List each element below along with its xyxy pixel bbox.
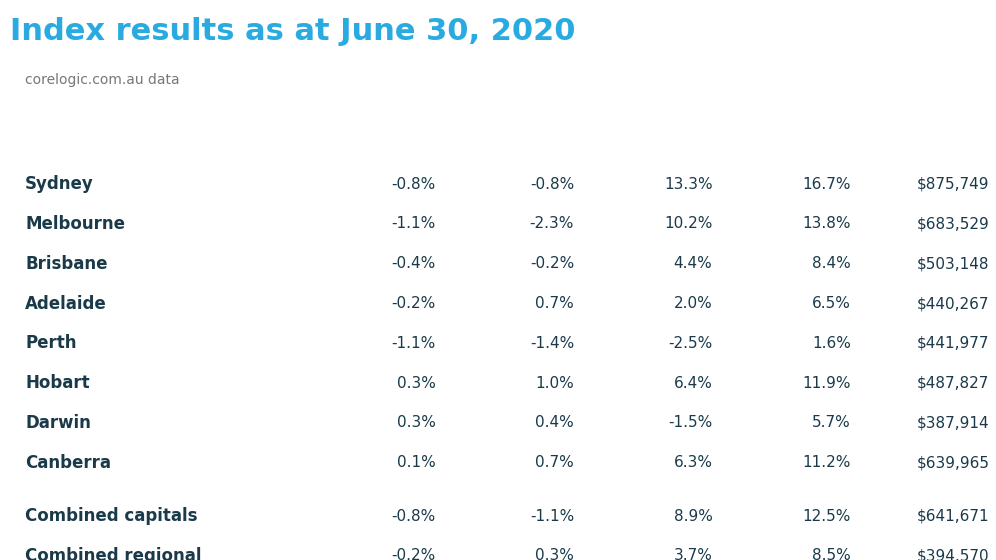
Text: -0.8%: -0.8% <box>530 177 574 192</box>
Text: $394,570: $394,570 <box>916 548 989 560</box>
Text: -1.1%: -1.1% <box>391 336 435 351</box>
Text: $641,671: $641,671 <box>916 508 989 524</box>
Text: 16.7%: 16.7% <box>803 177 851 192</box>
Text: Canberra: Canberra <box>25 454 112 472</box>
Text: 5.7%: 5.7% <box>812 416 851 430</box>
Text: Change in dwelling values: Change in dwelling values <box>528 96 792 114</box>
Text: Darwin: Darwin <box>25 414 91 432</box>
Text: 6.4%: 6.4% <box>673 376 712 390</box>
Text: corelogic.com.au data: corelogic.com.au data <box>25 73 179 87</box>
Text: $503,148: $503,148 <box>917 256 989 271</box>
Text: 8.9%: 8.9% <box>673 508 712 524</box>
Text: 0.3%: 0.3% <box>396 416 435 430</box>
Text: 13.3%: 13.3% <box>663 177 712 192</box>
Text: 0.1%: 0.1% <box>396 455 435 470</box>
Text: -1.4%: -1.4% <box>530 336 574 351</box>
Text: 6.5%: 6.5% <box>812 296 851 311</box>
Text: $875,749: $875,749 <box>917 177 989 192</box>
Text: Perth: Perth <box>25 334 77 352</box>
Text: Annual: Annual <box>629 135 690 150</box>
Text: 10.2%: 10.2% <box>664 217 712 231</box>
Text: -0.4%: -0.4% <box>391 256 435 271</box>
Text: Melbourne: Melbourne <box>25 215 125 233</box>
Text: Sydney: Sydney <box>25 175 94 193</box>
Text: Quarter: Quarter <box>488 135 555 150</box>
Text: 12.5%: 12.5% <box>803 508 851 524</box>
Text: -1.1%: -1.1% <box>391 217 435 231</box>
Text: 0.7%: 0.7% <box>535 296 574 311</box>
Text: Index results as at June 30, 2020: Index results as at June 30, 2020 <box>10 17 576 46</box>
Text: $639,965: $639,965 <box>916 455 989 470</box>
Text: 0.3%: 0.3% <box>396 376 435 390</box>
Text: $487,827: $487,827 <box>917 376 989 390</box>
Text: 8.5%: 8.5% <box>812 548 851 560</box>
Text: 8.4%: 8.4% <box>812 256 851 271</box>
Text: Month: Month <box>356 135 410 150</box>
Text: 11.2%: 11.2% <box>803 455 851 470</box>
Text: $387,914: $387,914 <box>916 416 989 430</box>
Text: Brisbane: Brisbane <box>25 255 108 273</box>
Text: -0.8%: -0.8% <box>391 508 435 524</box>
Text: 13.8%: 13.8% <box>803 217 851 231</box>
Text: -2.3%: -2.3% <box>530 217 574 231</box>
Text: $683,529: $683,529 <box>916 217 989 231</box>
Text: 0.4%: 0.4% <box>535 416 574 430</box>
Text: Hobart: Hobart <box>25 374 90 392</box>
Text: Combined capitals: Combined capitals <box>25 507 197 525</box>
Text: Combined regional: Combined regional <box>25 547 201 560</box>
Text: -0.2%: -0.2% <box>530 256 574 271</box>
Text: 1.6%: 1.6% <box>812 336 851 351</box>
Text: 11.9%: 11.9% <box>803 376 851 390</box>
Text: -2.5%: -2.5% <box>668 336 712 351</box>
Text: 4.4%: 4.4% <box>673 256 712 271</box>
Text: Adelaide: Adelaide <box>25 295 107 312</box>
Text: -1.5%: -1.5% <box>668 416 712 430</box>
Text: 0.7%: 0.7% <box>535 455 574 470</box>
Text: 2.0%: 2.0% <box>673 296 712 311</box>
Text: $441,977: $441,977 <box>917 336 989 351</box>
Text: -0.8%: -0.8% <box>391 177 435 192</box>
Text: -0.2%: -0.2% <box>391 296 435 311</box>
Text: 1.0%: 1.0% <box>535 376 574 390</box>
Text: $440,267: $440,267 <box>917 296 989 311</box>
Text: 6.3%: 6.3% <box>673 455 712 470</box>
Text: -1.1%: -1.1% <box>530 508 574 524</box>
Text: 0.3%: 0.3% <box>535 548 574 560</box>
Text: -0.2%: -0.2% <box>391 548 435 560</box>
Text: Median
value: Median value <box>905 127 968 158</box>
Text: Total return: Total return <box>748 135 849 150</box>
Text: 3.7%: 3.7% <box>673 548 712 560</box>
